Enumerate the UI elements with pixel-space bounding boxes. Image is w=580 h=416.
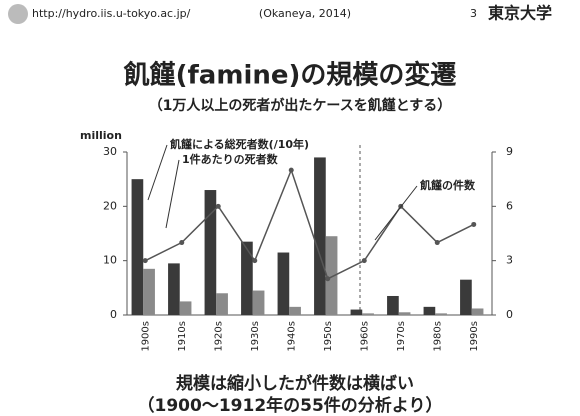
bar (131, 179, 144, 315)
bar (252, 290, 265, 315)
y-tick-label: 0 (110, 308, 117, 321)
bar (179, 301, 192, 315)
x-tick-label: 1930s (250, 321, 261, 352)
leader-line (147, 144, 168, 201)
legend-label: 1件あたりの死者数 (182, 152, 279, 166)
header-citation: (Okaneya, 2014) (259, 7, 351, 20)
x-tick-label: 1900s (140, 321, 151, 352)
line (144, 167, 475, 280)
bar (387, 295, 399, 315)
y2-tick-label: 9 (506, 145, 513, 158)
x-tick-label: 1980s (432, 321, 443, 352)
bar (314, 157, 326, 315)
y-tick-label: 10 (103, 254, 117, 267)
page-number: 3 (470, 7, 477, 20)
point (252, 258, 258, 264)
chart-title: 飢饉(famine)の規模の変遷 (124, 60, 457, 91)
y2-tick-label: 6 (506, 199, 513, 212)
bar (435, 313, 447, 315)
chart-subtitle: （1万人以上の死者が出たケースを飢饉とする） (149, 97, 452, 114)
footer-line: （1900〜1912年の55件の分析より） (138, 395, 443, 416)
bar (143, 268, 155, 315)
bar (423, 306, 436, 315)
y-tick-label: 30 (103, 145, 117, 158)
y-tick-label: 20 (103, 199, 117, 212)
bar (471, 308, 484, 315)
point (361, 258, 367, 264)
point (142, 258, 148, 264)
x-tick-label: 1960s (359, 321, 370, 352)
legend-label: 飢饉の件数 (419, 178, 476, 192)
bar (350, 309, 363, 315)
bar (398, 312, 411, 315)
leader-line (374, 185, 418, 241)
x-tick-label: 1910s (177, 321, 188, 352)
x-tick-label: 1920s (213, 321, 224, 352)
x-tick-label: 1950s (323, 321, 334, 352)
bar (277, 252, 290, 315)
point (215, 203, 221, 209)
point (288, 167, 294, 173)
point (471, 221, 477, 227)
bar (204, 190, 217, 315)
y2-tick-label: 0 (506, 308, 513, 321)
bar (289, 306, 301, 315)
bar (325, 236, 338, 315)
point (179, 240, 185, 246)
x-tick-label: 1990s (469, 321, 480, 352)
point (325, 276, 331, 282)
header-url: http://hydro.iis.u-tokyo.ac.jp/ (32, 7, 191, 20)
bar (362, 313, 374, 315)
x-tick-label: 1940s (286, 321, 297, 352)
bar (168, 263, 180, 315)
bar (241, 241, 253, 315)
footer-line: 規模は縮小したが件数は横ばい (176, 373, 414, 394)
y-axis-label: million (80, 129, 122, 142)
y2-tick-label: 3 (506, 254, 513, 267)
x-tick-label: 1970s (396, 321, 407, 352)
bar (216, 293, 228, 315)
logo: 東京大学 (488, 4, 552, 23)
point (434, 240, 440, 246)
leader-line (165, 159, 180, 229)
legend-label: 飢饉による総死者数(/10年) (169, 137, 309, 151)
bar (460, 279, 472, 315)
globe-icon (8, 4, 28, 24)
